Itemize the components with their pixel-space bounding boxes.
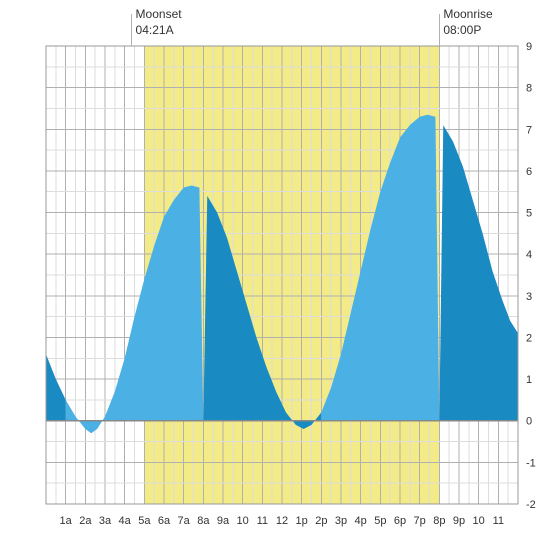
y-tick: 2 xyxy=(526,332,532,344)
y-tick: 6 xyxy=(526,166,532,178)
tide-chart: -2-101234567891a2a3a4a5a6a7a8a9a1011121p… xyxy=(0,0,550,550)
y-tick: 4 xyxy=(526,249,532,261)
x-tick: 2a xyxy=(79,515,92,527)
x-tick: 8p xyxy=(433,515,445,527)
y-tick: 7 xyxy=(526,124,532,136)
x-tick: 1a xyxy=(60,515,73,527)
x-tick: 6p xyxy=(394,515,406,527)
x-tick: 4a xyxy=(119,515,132,527)
y-tick: 1 xyxy=(526,374,532,386)
x-tick: 11 xyxy=(257,515,268,527)
x-tick: 3a xyxy=(99,515,112,527)
moonset-time: 04:21A xyxy=(136,23,174,37)
moonset-label: Moonset xyxy=(136,7,183,21)
x-tick: 3p xyxy=(335,515,347,527)
y-tick: -1 xyxy=(526,457,536,469)
chart-svg: -2-101234567891a2a3a4a5a6a7a8a9a1011121p… xyxy=(0,0,550,550)
x-tick: 7p xyxy=(414,515,426,527)
x-tick: 4p xyxy=(355,515,367,527)
x-tick: 5a xyxy=(138,515,151,527)
x-tick: 10 xyxy=(237,515,249,527)
moonrise-label: Moonrise xyxy=(443,7,493,21)
y-tick: 5 xyxy=(526,208,532,220)
x-tick: 9a xyxy=(217,515,230,527)
x-tick: 2p xyxy=(315,515,327,527)
y-tick: 3 xyxy=(526,291,532,303)
x-tick: 6a xyxy=(158,515,171,527)
x-tick: 5p xyxy=(374,515,386,527)
x-tick: 12 xyxy=(276,515,288,527)
x-tick: 10 xyxy=(473,515,485,527)
x-tick: 1p xyxy=(296,515,308,527)
y-tick: 8 xyxy=(526,83,532,95)
moonrise-time: 08:00P xyxy=(443,23,481,37)
x-tick: 8a xyxy=(197,515,210,527)
x-tick: 9p xyxy=(453,515,465,527)
y-tick: -2 xyxy=(526,499,536,511)
x-tick: 11 xyxy=(493,515,504,527)
x-tick: 7a xyxy=(178,515,191,527)
y-tick: 9 xyxy=(526,41,532,53)
y-tick: 0 xyxy=(526,416,532,428)
